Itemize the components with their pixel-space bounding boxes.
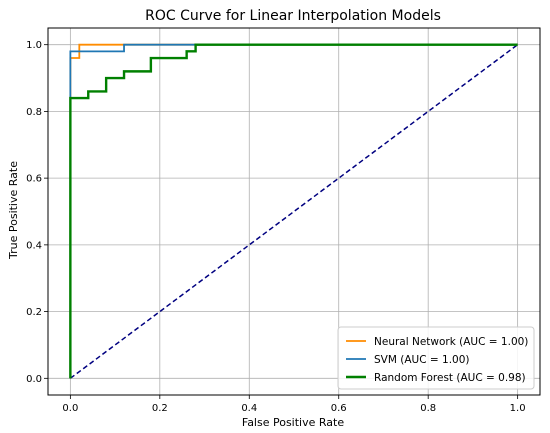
- legend-label-neural-network: Neural Network (AUC = 1.00): [374, 336, 528, 348]
- x-tick-label: 1.0: [510, 403, 526, 414]
- y-tick-label: 0.4: [26, 240, 42, 251]
- y-tick-label: 1.0: [26, 40, 42, 51]
- y-ticks: 0.0 0.2 0.4 0.6 0.8 1.0: [26, 40, 48, 385]
- plot-frame: [47, 27, 541, 396]
- x-ticks: 0.0 0.2 0.4 0.6 0.8 1.0: [62, 395, 526, 414]
- y-tick-label: 0.8: [26, 107, 42, 118]
- x-tick-label: 0.2: [152, 403, 168, 414]
- legend-label-random-forest: Random Forest (AUC = 0.98): [374, 372, 526, 384]
- legend-box: [337, 326, 535, 390]
- legend: Neural Network (AUC = 1.00) SVM (AUC = 1.…: [337, 326, 535, 390]
- x-tick-label: 0.0: [62, 403, 78, 414]
- x-tick-label: 0.8: [420, 403, 436, 414]
- x-tick-label: 0.4: [241, 403, 257, 414]
- reference-diagonal-line: [69, 44, 519, 379]
- y-tick-label: 0.6: [26, 174, 42, 185]
- y-tick-label: 0.2: [26, 307, 42, 318]
- x-tick-label: 0.6: [331, 403, 347, 414]
- y-tick-label: 0.0: [26, 374, 42, 385]
- series-line-random-forest: [69, 43, 518, 379]
- x-axis-label: False Positive Rate: [242, 416, 344, 429]
- plot-series: [69, 43, 519, 379]
- chart-title: ROC Curve for Linear Interpolation Model…: [145, 8, 441, 24]
- y-axis-label: True Positive Rate: [7, 161, 20, 260]
- legend-label-svm: SVM (AUC = 1.00): [374, 354, 470, 366]
